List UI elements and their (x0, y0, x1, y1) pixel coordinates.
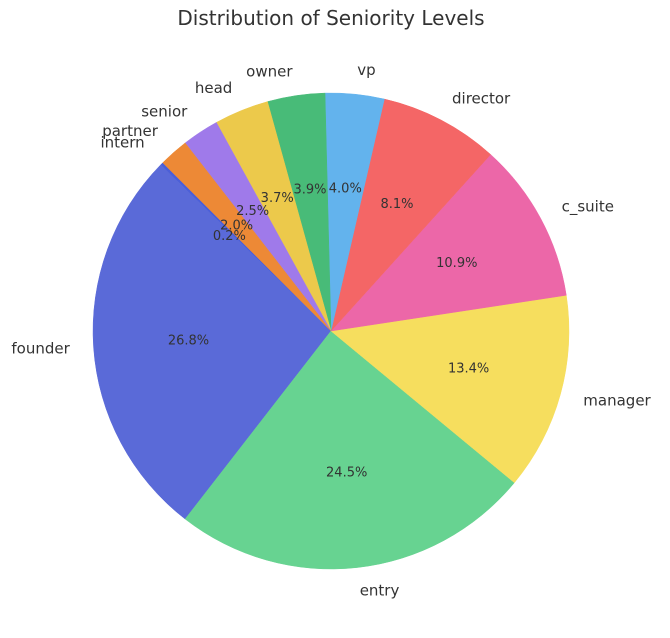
slice-label-manager: manager (583, 391, 651, 409)
slice-label-director: director (452, 89, 511, 107)
pie-slice-partner (162, 142, 332, 332)
slice-percent-senior: 2.5% (236, 204, 269, 219)
pie-slice-director (330, 98, 491, 332)
slice-percent-head: 3.7% (261, 191, 294, 206)
slice-label-partner: partner (102, 122, 158, 140)
slice-label-senior: senior (141, 103, 188, 121)
pie-slice-founder (92, 164, 332, 520)
slice-percent-owner: 3.9% (293, 182, 326, 197)
slice-percent-founder: 26.8% (168, 333, 209, 348)
pie-slices (92, 92, 570, 570)
percent-labels: 0.2% 26.8% 24.5% 13.4% 10.9% 8.1% 4.0%3.9%3.7%… (168, 181, 489, 480)
pie-slice-manager (330, 294, 570, 484)
slice-label-c_suite: c_suite (562, 198, 614, 217)
slice-label-founder: founder (11, 340, 70, 358)
slice-labels: intern founder entry manager c_suite director… (11, 61, 651, 600)
slice-label-head: head (195, 79, 232, 97)
slice-percent-partner: 2.0% (220, 218, 253, 233)
slice-percent-vp: 4.0% (329, 181, 362, 196)
slice-label-owner: owner (246, 63, 293, 81)
slice-percent-c_suite: 10.9% (436, 256, 477, 271)
chart-title: Distribution of Seniority Levels (177, 6, 484, 30)
slice-percent-director: 8.1% (380, 197, 413, 212)
slice-percent-manager: 13.4% (448, 362, 489, 377)
pie-slice-c_suite (330, 154, 567, 332)
pie-slice-entry (184, 330, 515, 570)
slice-label-intern: intern (100, 134, 144, 152)
slice-label-vp: vp (357, 61, 375, 79)
slice-percent-intern: 0.2% (213, 229, 246, 244)
slice-label-entry: entry (360, 582, 400, 600)
slice-percent-entry: 24.5% (326, 465, 367, 480)
